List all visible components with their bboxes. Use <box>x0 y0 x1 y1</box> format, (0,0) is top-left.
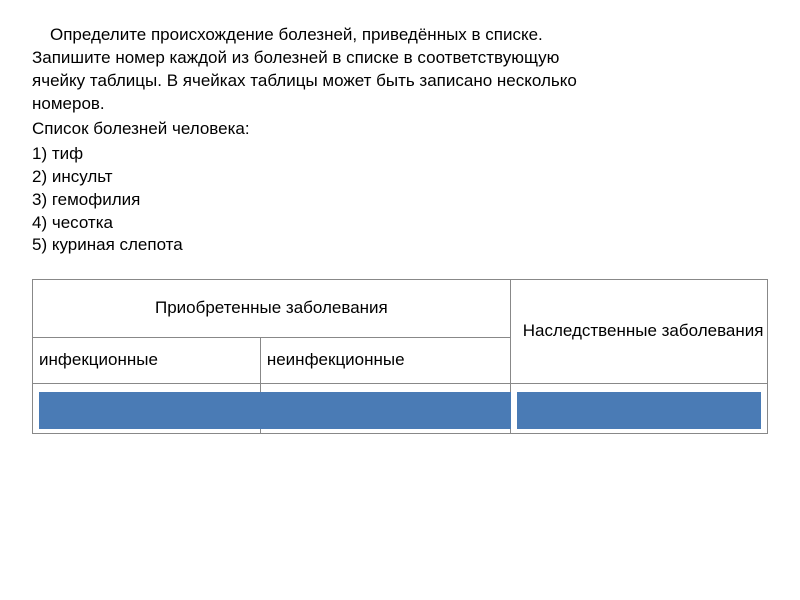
answer-cell-infectious <box>33 384 261 434</box>
answer-cell-noninfectious <box>260 384 510 434</box>
answer-bar <box>517 392 761 429</box>
answer-row <box>33 384 768 434</box>
list-item: 5) куриная слепота <box>32 234 768 257</box>
noninfectious-header-cell: неинфекционные <box>260 338 510 384</box>
list-title: Список болезней человека: <box>32 118 768 141</box>
list-item: 2) инсульт <box>32 166 768 189</box>
classification-table-wrap: Приобретенные заболевания Наследственные… <box>32 279 768 434</box>
disease-list: 1) тиф 2) инсульт 3) гемофилия 4) чесотк… <box>32 143 768 258</box>
infectious-header-cell: инфекционные <box>33 338 261 384</box>
list-item: 1) тиф <box>32 143 768 166</box>
task-line-3: ячейку таблицы. В ячейках таблицы может … <box>32 71 577 90</box>
task-line-1: Определите происхождение болезней, приве… <box>32 24 768 47</box>
hereditary-header-cell: Наследственные заболевания <box>510 280 767 384</box>
hereditary-header-label: Наследственные заболевания <box>523 321 764 340</box>
list-item: 4) чесотка <box>32 212 768 235</box>
answer-bar <box>260 392 511 429</box>
answer-cell-hereditary <box>510 384 767 434</box>
noninfectious-label: неинфекционные <box>267 350 405 369</box>
task-text: Определите происхождение болезней, приве… <box>32 24 768 116</box>
answer-bar <box>39 392 260 429</box>
classification-table: Приобретенные заболевания Наследственные… <box>32 279 768 434</box>
task-line-4: номеров. <box>32 94 105 113</box>
acquired-header-label: Приобретенные заболевания <box>155 298 388 317</box>
acquired-header-cell: Приобретенные заболевания <box>33 280 511 338</box>
infectious-label: инфекционные <box>39 350 158 369</box>
list-item: 3) гемофилия <box>32 189 768 212</box>
task-line-2: Запишите номер каждой из болезней в спис… <box>32 48 559 67</box>
